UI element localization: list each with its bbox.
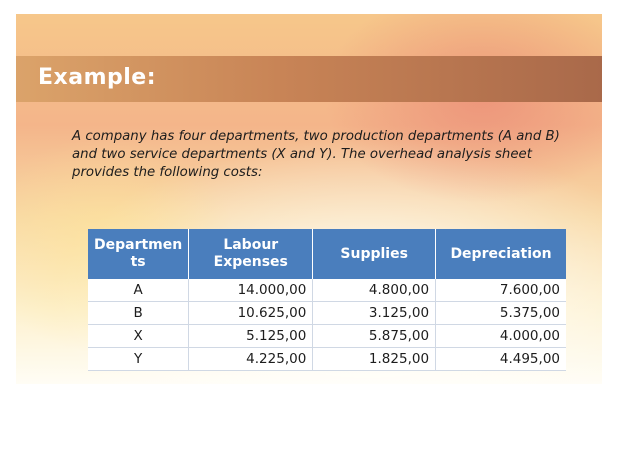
header-depreciation: Depreciation (436, 229, 566, 279)
cell-supplies: 1.825,00 (313, 348, 437, 371)
cell-labour: 4.225,00 (189, 348, 314, 371)
cell-supplies: 3.125,00 (313, 302, 437, 325)
table-row: Y 4.225,00 1.825,00 4.495,00 (88, 348, 566, 371)
header-departments: Departmen ts (88, 229, 190, 279)
cell-labour: 14.000,00 (189, 279, 314, 302)
cell-department: Y (88, 348, 190, 371)
cell-labour: 5.125,00 (189, 325, 314, 348)
cell-supplies: 5.875,00 (313, 325, 437, 348)
table-header-row: Departmen ts Labour Expenses Supplies De… (88, 229, 566, 279)
cell-department: A (88, 279, 190, 302)
table-row: X 5.125,00 5.875,00 4.000,00 (88, 325, 566, 348)
cell-depreciation: 7.600,00 (436, 279, 566, 302)
cell-supplies: 4.800,00 (313, 279, 437, 302)
title-bar: Example: (16, 56, 602, 102)
cell-department: X (88, 325, 190, 348)
slide-title: Example: (38, 65, 156, 90)
cell-depreciation: 4.495,00 (436, 348, 566, 371)
header-labour-expenses: Labour Expenses (189, 229, 314, 279)
cost-table: Departmen ts Labour Expenses Supplies De… (88, 229, 566, 371)
cell-depreciation: 5.375,00 (436, 302, 566, 325)
slide-body-text: A company has four departments, two prod… (72, 129, 560, 180)
table-row: B 10.625,00 3.125,00 5.375,00 (88, 302, 566, 325)
cell-department: B (88, 302, 190, 325)
table-row: A 14.000,00 4.800,00 7.600,00 (88, 279, 566, 302)
cell-depreciation: 4.000,00 (436, 325, 566, 348)
cell-labour: 10.625,00 (189, 302, 314, 325)
header-supplies: Supplies (313, 229, 437, 279)
